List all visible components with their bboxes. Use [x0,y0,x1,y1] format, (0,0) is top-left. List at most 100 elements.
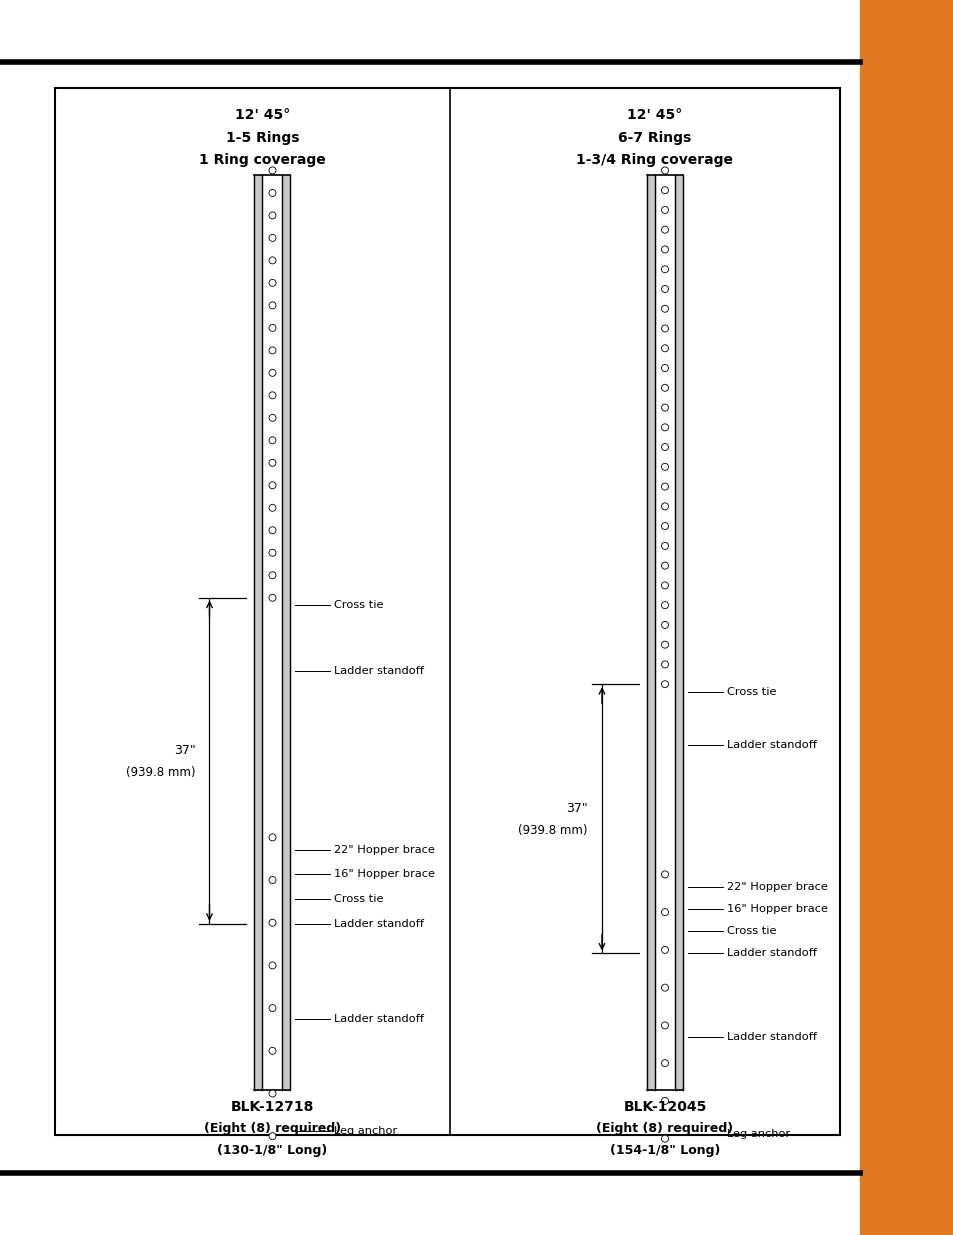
Circle shape [660,503,668,510]
Circle shape [269,347,275,354]
Polygon shape [646,175,655,1091]
Bar [859,0,953,1235]
Circle shape [269,1004,275,1011]
Text: 1-5 Rings: 1-5 Rings [226,131,299,144]
Text: Ladder standoff: Ladder standoff [726,1032,816,1042]
Circle shape [660,463,668,471]
Circle shape [269,550,275,556]
Circle shape [269,962,275,969]
Circle shape [660,424,668,431]
Text: 22" Hopper brace: 22" Hopper brace [726,882,827,892]
Circle shape [269,414,275,421]
Text: Ladder standoff: Ladder standoff [726,740,816,750]
Text: 37": 37" [173,745,195,757]
Circle shape [269,1047,275,1055]
Circle shape [660,266,668,273]
Text: 12' 45°: 12' 45° [234,107,290,122]
Circle shape [269,527,275,534]
Text: Cross tie: Cross tie [726,926,776,936]
Polygon shape [675,175,682,1091]
Circle shape [269,834,275,841]
Circle shape [660,601,668,609]
Circle shape [269,572,275,579]
Circle shape [660,206,668,214]
Circle shape [269,167,275,174]
Text: BLK-12045: BLK-12045 [622,1100,706,1114]
Circle shape [269,325,275,331]
Circle shape [269,235,275,241]
Text: BLK-12718: BLK-12718 [231,1100,314,1114]
Circle shape [660,226,668,233]
Text: (130-1/8" Long): (130-1/8" Long) [217,1144,327,1157]
Text: 1 Ring coverage: 1 Ring coverage [199,153,326,167]
Circle shape [660,384,668,391]
Circle shape [269,391,275,399]
Circle shape [660,522,668,530]
Circle shape [660,305,668,312]
Circle shape [269,1132,275,1140]
Text: (Eight (8) required): (Eight (8) required) [204,1123,341,1135]
Polygon shape [254,175,262,1091]
Circle shape [660,285,668,293]
Text: Leg anchor: Leg anchor [726,1129,789,1139]
Circle shape [269,369,275,377]
Text: (Eight (8) required): (Eight (8) required) [596,1123,733,1135]
Circle shape [660,186,668,194]
Circle shape [269,1091,275,1097]
Text: Cross tie: Cross tie [335,600,384,610]
Circle shape [269,257,275,264]
Circle shape [269,189,275,196]
Circle shape [660,562,668,569]
Text: 6-7 Rings: 6-7 Rings [618,131,691,144]
Circle shape [660,1021,668,1029]
Text: Ladder standoff: Ladder standoff [335,666,424,676]
Circle shape [269,594,275,601]
Circle shape [660,984,668,992]
Circle shape [660,246,668,253]
Circle shape [660,542,668,550]
Polygon shape [282,175,291,1091]
Circle shape [660,946,668,953]
Text: Ladder standoff: Ladder standoff [726,948,816,958]
Text: 16" Hopper brace: 16" Hopper brace [726,904,827,914]
Circle shape [660,443,668,451]
Circle shape [269,919,275,926]
Circle shape [660,680,668,688]
Circle shape [660,661,668,668]
Circle shape [660,871,668,878]
Text: Ladder standoff: Ladder standoff [335,919,424,929]
Text: 1-3/4 Ring coverage: 1-3/4 Ring coverage [576,153,733,167]
Text: 22" Hopper brace: 22" Hopper brace [335,845,435,855]
Circle shape [660,345,668,352]
Text: 37": 37" [566,803,587,815]
Circle shape [660,325,668,332]
Circle shape [269,482,275,489]
Circle shape [660,1135,668,1142]
Circle shape [660,582,668,589]
Text: Cross tie: Cross tie [726,687,776,697]
Text: (154-1/8" Long): (154-1/8" Long) [609,1144,720,1157]
Bar [55,88,840,1135]
Text: 12' 45°: 12' 45° [627,107,682,122]
Text: 16" Hopper brace: 16" Hopper brace [335,869,435,879]
Circle shape [660,167,668,174]
Circle shape [269,212,275,219]
Circle shape [660,404,668,411]
Circle shape [660,364,668,372]
Circle shape [269,301,275,309]
Circle shape [660,909,668,915]
Text: Cross tie: Cross tie [335,894,384,904]
Text: Leg anchor: Leg anchor [335,1126,397,1136]
Circle shape [660,483,668,490]
Text: (939.8 mm): (939.8 mm) [518,824,587,837]
Circle shape [660,641,668,648]
Circle shape [269,877,275,883]
Circle shape [269,504,275,511]
Circle shape [269,437,275,443]
Circle shape [269,459,275,467]
Text: Ladder standoff: Ladder standoff [335,1014,424,1024]
Circle shape [269,279,275,287]
Text: (939.8 mm): (939.8 mm) [126,766,195,779]
Circle shape [660,1060,668,1067]
Circle shape [660,1098,668,1104]
